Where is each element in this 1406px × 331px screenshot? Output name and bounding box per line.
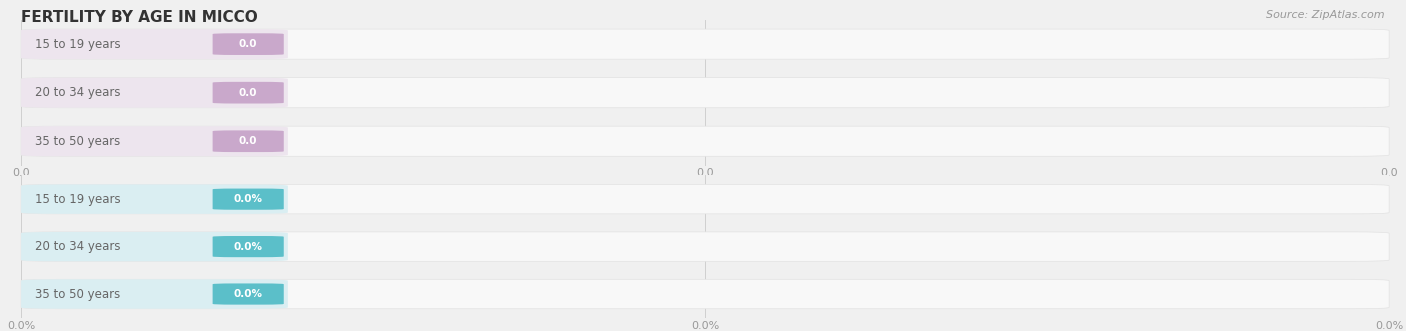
Text: 35 to 50 years: 35 to 50 years — [35, 288, 120, 301]
Text: 35 to 50 years: 35 to 50 years — [35, 135, 120, 148]
Text: 15 to 19 years: 15 to 19 years — [35, 193, 121, 206]
FancyBboxPatch shape — [21, 184, 1389, 214]
FancyBboxPatch shape — [21, 184, 288, 214]
FancyBboxPatch shape — [21, 78, 288, 108]
FancyBboxPatch shape — [21, 279, 1389, 309]
Text: 0.0%: 0.0% — [233, 194, 263, 204]
Text: 0.0%: 0.0% — [233, 289, 263, 299]
Text: 0.0: 0.0 — [239, 136, 257, 146]
FancyBboxPatch shape — [21, 232, 288, 261]
FancyBboxPatch shape — [212, 33, 284, 55]
FancyBboxPatch shape — [212, 130, 284, 152]
FancyBboxPatch shape — [212, 189, 284, 210]
Text: 20 to 34 years: 20 to 34 years — [35, 86, 121, 99]
FancyBboxPatch shape — [21, 126, 288, 156]
Text: 0.0: 0.0 — [239, 39, 257, 49]
Text: 15 to 19 years: 15 to 19 years — [35, 38, 121, 51]
FancyBboxPatch shape — [212, 283, 284, 305]
FancyBboxPatch shape — [21, 279, 288, 309]
FancyBboxPatch shape — [21, 232, 1389, 261]
FancyBboxPatch shape — [21, 78, 1389, 108]
FancyBboxPatch shape — [21, 29, 1389, 59]
Text: Source: ZipAtlas.com: Source: ZipAtlas.com — [1267, 10, 1385, 20]
FancyBboxPatch shape — [21, 126, 1389, 156]
FancyBboxPatch shape — [212, 82, 284, 104]
Text: 0.0: 0.0 — [239, 88, 257, 98]
Text: FERTILITY BY AGE IN MICCO: FERTILITY BY AGE IN MICCO — [21, 10, 257, 25]
Text: 20 to 34 years: 20 to 34 years — [35, 240, 121, 253]
FancyBboxPatch shape — [21, 29, 288, 59]
Text: 0.0%: 0.0% — [233, 242, 263, 252]
FancyBboxPatch shape — [212, 236, 284, 257]
